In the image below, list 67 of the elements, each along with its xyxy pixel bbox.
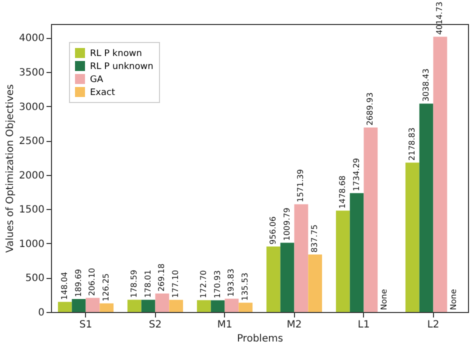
bar [364,128,378,312]
data-label: 837.75 [310,224,320,253]
x-tick-label: S1 [79,320,92,330]
data-label: 2689.93 [366,92,375,126]
bar [280,242,294,312]
text: None [380,289,389,310]
bar [58,302,72,312]
bar [72,298,86,312]
text: None [449,289,458,310]
bar [433,36,448,312]
y-tick-label: 2500 [19,136,44,148]
x-tick-label: S2 [148,320,162,330]
data-label: 193.83 [226,268,236,297]
bar [405,162,420,312]
legend-label: GA [90,75,104,85]
bar [127,300,142,312]
x-tick-label: L2 [427,320,440,330]
y-tick-label: 2000 [19,170,44,182]
bar [155,294,170,312]
data-label: 1571.39 [296,169,306,202]
legend-label: RL P known [90,49,142,59]
data-label: 178.59 [129,270,138,298]
bar [224,298,239,312]
data-label: 2178.83 [407,128,416,161]
bar [419,104,434,312]
y-tick-label: 0 [38,308,44,318]
bar [336,210,350,312]
x-tick-label: M2 [286,320,302,330]
bar [100,303,114,312]
data-label: 189.69 [74,268,83,297]
data-label: 170.93 [212,270,222,298]
data-label: 135.53 [240,272,250,301]
bar [141,300,156,312]
bar [169,300,184,312]
data-label: 3038.43 [421,68,430,102]
data-label: 269.18 [157,264,166,292]
data-label: 1009.79 [282,208,292,241]
data-label: 1734.29 [352,158,361,192]
bar [350,193,364,312]
data-label: 956.06 [268,216,278,244]
data-label: 1478.68 [338,176,347,209]
x-tick-label: L1 [358,320,370,330]
data-label: 172.70 [198,270,208,298]
legend-label: RL P unknown [90,62,154,72]
bar [294,204,308,312]
y-tick-label: 500 [25,273,44,284]
bar [210,300,225,312]
x-axis-title: Problems [236,334,284,344]
bar [308,254,322,312]
y-tick-label: 1500 [19,204,44,216]
data-label: 178.01 [143,270,152,298]
data-label: 126.25 [102,273,111,302]
legend-label: Exact [90,88,116,98]
y-tick-label: 4000 [19,33,44,44]
bar [238,302,253,312]
bar [86,298,100,312]
y-tick-label: 1000 [19,238,44,250]
y-tick-label: 3500 [19,68,44,78]
bar [266,246,280,312]
data-label: 148.04 [60,272,69,300]
data-label: 206.10 [88,268,97,296]
y-axis-title: Values of Optimization Objectives [5,84,16,253]
bar [196,300,211,312]
y-tick-label: 3000 [19,102,44,113]
x-tick-label: M1 [217,320,232,330]
data-label: 177.10 [171,270,180,298]
data-label: 4014.73 [435,2,444,35]
